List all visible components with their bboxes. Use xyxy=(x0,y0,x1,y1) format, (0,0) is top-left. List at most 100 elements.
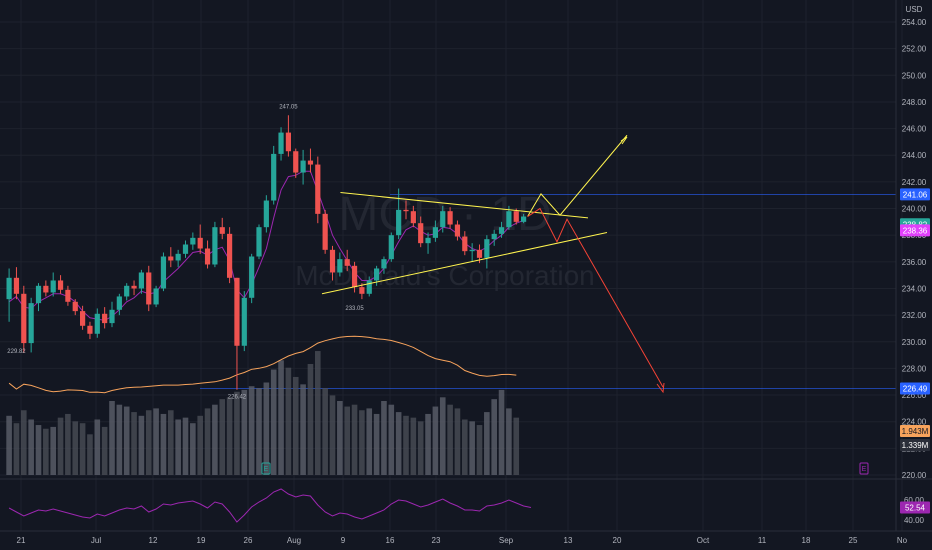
volume-bar xyxy=(190,423,196,475)
price-tick: 240.00 xyxy=(902,205,927,214)
candle-body xyxy=(212,227,218,265)
time-tick: Sep xyxy=(499,536,514,545)
volume-bar xyxy=(101,426,108,475)
candle-body xyxy=(241,297,247,346)
volume-bar xyxy=(454,408,461,475)
candle-body xyxy=(300,160,306,173)
earnings-marker-future-label: E xyxy=(862,466,867,473)
price-tick: 224.00 xyxy=(902,418,927,427)
volume-bar xyxy=(381,401,387,475)
volume-bar xyxy=(315,351,321,475)
candle-body xyxy=(28,303,34,344)
volume-bar xyxy=(285,367,292,475)
candle-body xyxy=(204,248,211,265)
price-tick: 252.00 xyxy=(902,45,927,54)
price-tick: 244.00 xyxy=(902,151,927,160)
time-axis[interactable]: 21 Jul 12 19 26 Aug 9 16 23 Sep 13 20 Oct 11 18 25 No xyxy=(17,536,908,545)
volume-bar xyxy=(6,415,12,475)
time-tick: 20 xyxy=(613,536,622,545)
currency-label: USD xyxy=(906,5,923,14)
bullish-path[interactable] xyxy=(527,134,628,217)
candle-body xyxy=(396,209,402,236)
price-annotation: 233.05 xyxy=(345,306,364,312)
volume-bar xyxy=(13,423,20,475)
drawings[interactable] xyxy=(321,134,665,394)
volume-bar xyxy=(344,406,350,475)
candle-body xyxy=(374,268,380,281)
candle-body xyxy=(293,151,299,173)
bearish-path[interactable] xyxy=(527,207,664,388)
time-tick: 26 xyxy=(244,536,253,545)
candle-body xyxy=(484,239,490,258)
volume-bar xyxy=(469,421,475,475)
candle-body xyxy=(418,223,424,244)
price-annotation: 229.82 xyxy=(7,349,26,355)
volume-bar xyxy=(21,410,27,475)
volume-bar xyxy=(256,388,262,475)
candle-body xyxy=(6,277,12,300)
candle-body xyxy=(227,233,233,278)
time-tick: 11 xyxy=(758,536,767,545)
triangle-upper-line[interactable] xyxy=(340,192,589,219)
candle-body xyxy=(491,233,497,240)
volume-bar xyxy=(65,413,71,475)
volume-bar xyxy=(79,423,86,475)
time-tick: Oct xyxy=(697,536,710,545)
price-tick: 246.00 xyxy=(902,125,927,134)
volume-bar xyxy=(329,395,336,475)
candle-body xyxy=(410,211,416,224)
candle-body xyxy=(271,153,277,201)
candle-body xyxy=(506,211,512,228)
volume-bar xyxy=(160,413,167,475)
volume-bar xyxy=(109,401,115,475)
candle-body xyxy=(182,244,189,254)
rsi-tick: 40.00 xyxy=(904,516,925,525)
triangle-lower-line[interactable] xyxy=(321,232,608,295)
bearish-arrowhead[interactable] xyxy=(656,382,665,394)
candle-body xyxy=(403,209,409,212)
volume-bar xyxy=(87,434,93,475)
time-tick: Jul xyxy=(91,536,101,545)
candle-body xyxy=(440,211,446,228)
volume-bar xyxy=(116,404,123,475)
bullish-arrowhead[interactable] xyxy=(620,136,628,145)
volume-bar xyxy=(131,412,137,475)
volume-bar xyxy=(432,406,439,475)
candle-body xyxy=(94,313,100,334)
candle-body xyxy=(285,132,291,152)
candle-body xyxy=(160,256,167,289)
candle-body xyxy=(168,256,174,261)
earnings-marker-chart[interactable]: E xyxy=(261,462,271,475)
price-badge-label: 238.36 xyxy=(903,226,928,235)
volume-bar xyxy=(270,369,277,475)
volume-badge xyxy=(900,439,930,451)
candles xyxy=(6,115,527,390)
candle-body xyxy=(521,216,527,222)
volume-bar xyxy=(197,415,203,475)
volume-bar xyxy=(123,406,130,475)
candle-body xyxy=(146,272,152,305)
volume-bar xyxy=(337,401,343,475)
volume-bar xyxy=(175,419,181,475)
candle-body xyxy=(454,224,461,237)
volume-bar xyxy=(57,417,64,475)
earnings-marker-future[interactable]: E xyxy=(859,462,869,475)
candle-body xyxy=(190,237,196,245)
volume-bar xyxy=(72,421,79,475)
time-tick: 18 xyxy=(802,536,811,545)
candle-body xyxy=(57,280,64,290)
candle-body xyxy=(65,289,71,302)
price-tick: 226.00 xyxy=(902,391,927,400)
candle-body xyxy=(425,237,431,244)
candle-body xyxy=(315,164,321,214)
candle-body xyxy=(21,293,27,344)
candle-body xyxy=(72,301,78,312)
volume-bar xyxy=(292,376,299,475)
volume-bar xyxy=(307,364,314,475)
candle-body xyxy=(513,211,519,222)
price-annotations: 247.05 233.05 226.42 229.82 xyxy=(7,105,364,401)
time-tick: 19 xyxy=(197,536,206,545)
candle-body xyxy=(388,235,394,260)
candle-body xyxy=(109,309,115,324)
